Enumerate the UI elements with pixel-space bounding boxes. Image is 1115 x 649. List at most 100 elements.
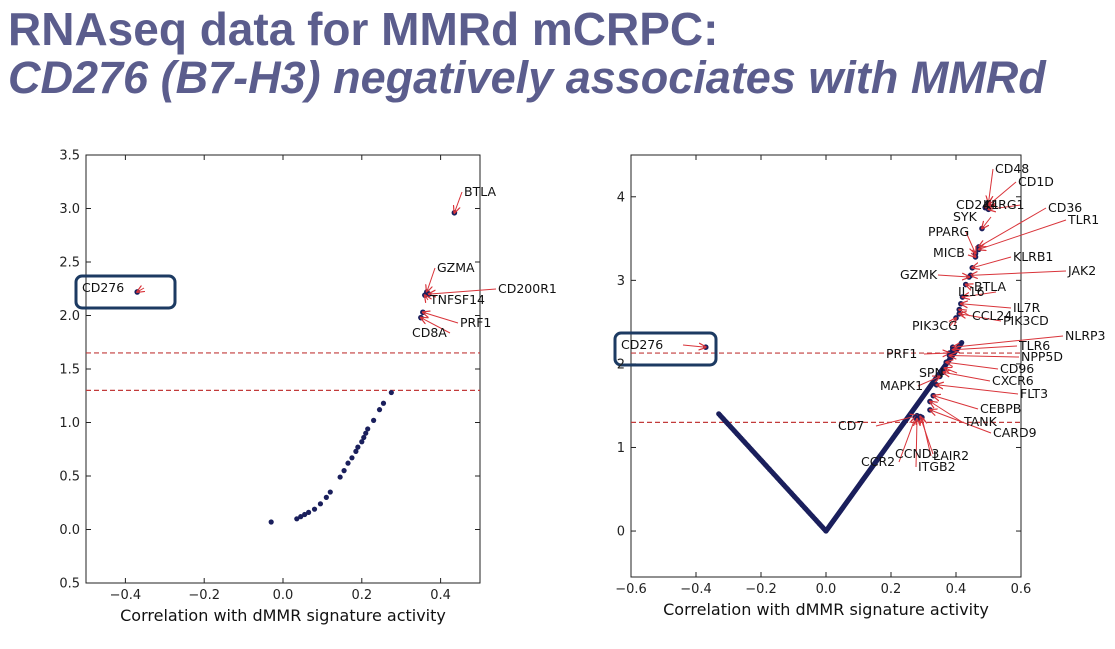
- annotation-arrow: [950, 318, 956, 327]
- point-label-flt3: FLT3: [1020, 386, 1048, 401]
- y-tick-label: 1.0: [59, 416, 80, 431]
- point-label-tank: TANK: [963, 414, 998, 429]
- point-label-spn: SPN: [919, 365, 944, 380]
- y-tick-label: 1.5: [59, 363, 80, 378]
- annotation-arrow: [923, 353, 950, 354]
- data-point: [294, 516, 300, 522]
- x-tick-label: −0.4: [680, 582, 712, 597]
- point-label-tlr6: TLR6: [1018, 338, 1050, 353]
- slide-title: RNAseq data for MMRd mCRPC: CD276 (B7-H3…: [8, 4, 1108, 102]
- data-point: [376, 407, 383, 413]
- point-label-il7r: IL7R: [1013, 300, 1041, 315]
- data-point: [349, 455, 355, 461]
- annotation-arrow: [933, 396, 979, 410]
- point-label-syk: SYK: [953, 209, 978, 224]
- annotation-arrow: [989, 168, 994, 203]
- annotation-arrow: [946, 362, 999, 370]
- x-tick-label: 0.2: [881, 582, 902, 597]
- annotation-arrow: [971, 253, 976, 257]
- point-label-cd276: CD276: [621, 337, 663, 352]
- y-tick-label: 2.0: [59, 309, 80, 324]
- point-label-cxcr6: CXCR6: [992, 373, 1034, 388]
- point-label-pik3cg: PIK3CG: [912, 318, 958, 333]
- highlight-box-cd276: [613, 331, 718, 367]
- data-point: [353, 448, 359, 454]
- data-point: [371, 417, 377, 423]
- y-tick-label: 0.5: [59, 577, 80, 592]
- annotation-arrow: [916, 419, 917, 468]
- data-point: [327, 489, 333, 495]
- data-point: [302, 511, 308, 518]
- data-point: [341, 468, 347, 474]
- point-label-card9: CARD9: [993, 425, 1037, 440]
- point-label-klrg1: KLRG1: [983, 197, 1025, 212]
- data-point: [298, 514, 304, 520]
- annotation-arrow: [953, 335, 1064, 347]
- chart-panel-1: [74, 154, 497, 584]
- x-tick-label: −0.2: [745, 582, 777, 597]
- annotation-arrow: [875, 416, 917, 427]
- data-point: [388, 389, 394, 396]
- data-point: [363, 430, 369, 436]
- y-tick-label: 3.5: [59, 149, 80, 164]
- point-label-nlrp3: NLRP3: [1065, 328, 1106, 343]
- annotation-arrow: [429, 288, 497, 294]
- annotation-arrow: [423, 312, 459, 324]
- y-tick-label: 3.0: [59, 202, 80, 217]
- annotation-arrow: [425, 295, 428, 300]
- x-tick-label: 0.2: [351, 588, 372, 603]
- x-tick-label: −0.2: [188, 588, 220, 603]
- data-point: [323, 494, 329, 500]
- annotation-arrow: [950, 356, 1020, 357]
- x-axis-label: Correlation with dMMR signature activity: [120, 606, 446, 625]
- y-tick-label: 0.5: [59, 470, 80, 485]
- point-label-tnfsf14: TNFSF14: [429, 292, 485, 307]
- x-tick-label: −0.6: [615, 582, 647, 597]
- data-point: [365, 426, 371, 432]
- point-label-cd244: CD244: [956, 197, 998, 212]
- annotation-arrow: [943, 372, 991, 382]
- point-label-jak2: JAK2: [1067, 263, 1096, 278]
- point-label-ccl24: CCL24: [972, 308, 1012, 323]
- annotation-arrow: [979, 207, 1047, 247]
- point-label-gzma: GZMA: [437, 260, 475, 275]
- annotation-arrow: [454, 191, 463, 213]
- y-tick-label: 0: [617, 525, 625, 540]
- x-axis-label: Correlation with dMMR signature activity: [663, 600, 989, 619]
- point-label-prf1: PRF1: [886, 346, 917, 361]
- annotation-arrow: [963, 291, 997, 297]
- title-line-2: CD276 (B7-H3) negatively associates with…: [8, 52, 1046, 103]
- point-label-prf1: PRF1: [460, 315, 491, 330]
- point-label-cd8a: CD8A: [412, 325, 447, 340]
- data-point: [359, 439, 365, 445]
- point-label-cd200r1: CD200R1: [498, 281, 557, 296]
- title-line-1: RNAseq data for MMRd mCRPC:: [8, 3, 719, 55]
- point-label-cd276: CD276: [82, 280, 124, 295]
- point-label-tlr1: TLR1: [1067, 212, 1099, 227]
- annotation-arrow: [920, 417, 934, 455]
- point-label-pparg: PPARG: [928, 224, 969, 239]
- annotation-arrow: [421, 318, 451, 334]
- x-tick-label: −0.4: [110, 588, 142, 603]
- data-point: [959, 340, 965, 346]
- point-label-cd48: CD48: [995, 161, 1029, 176]
- data-point: [317, 501, 324, 507]
- annotation-arrow: [989, 181, 1017, 205]
- point-label-il16: IL16: [958, 284, 985, 299]
- annotation-arrow: [937, 275, 969, 277]
- annotation-arrow: [930, 410, 992, 434]
- point-label-btla: BTLA: [974, 279, 1006, 294]
- point-label-itgb2: ITGB2: [918, 459, 956, 474]
- x-tick-label: 0.6: [1011, 582, 1032, 597]
- annotation-arrow: [937, 385, 1019, 395]
- annotation-arrow: [979, 219, 1067, 249]
- annotation-arrow: [959, 314, 1002, 322]
- point-label-cd96: CD96: [1000, 361, 1034, 376]
- point-label-klrb1: KLRB1: [1013, 249, 1053, 264]
- annotation-arrow: [682, 345, 706, 347]
- annotation-arrow: [966, 285, 972, 287]
- data-point-cd276: [134, 289, 141, 295]
- data-point: [380, 400, 387, 406]
- data-point: [337, 474, 343, 480]
- point-label-cd1d: CD1D: [1018, 174, 1054, 189]
